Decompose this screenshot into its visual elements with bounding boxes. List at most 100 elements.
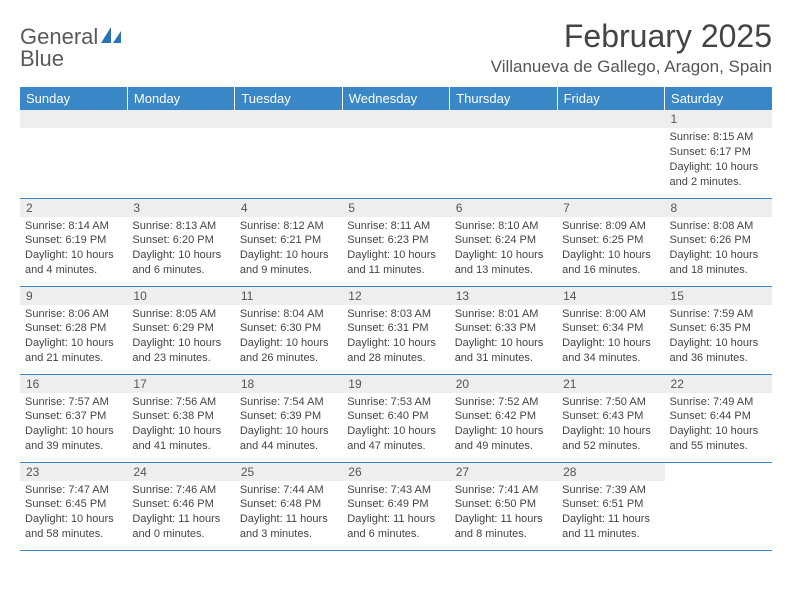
- daynum: 4: [235, 199, 342, 217]
- daynum: 3: [127, 199, 234, 217]
- day-details: Sunrise: 7:54 AMSunset: 6:39 PMDaylight:…: [235, 393, 342, 458]
- calendar-cell: [342, 110, 449, 198]
- daynum: 13: [450, 287, 557, 305]
- calendar-cell: 25Sunrise: 7:44 AMSunset: 6:48 PMDayligh…: [235, 462, 342, 550]
- daynum: 7: [557, 199, 664, 217]
- calendar-cell: 23Sunrise: 7:47 AMSunset: 6:45 PMDayligh…: [20, 462, 127, 550]
- calendar-cell: [20, 110, 127, 198]
- day-details: Sunrise: 7:41 AMSunset: 6:50 PMDaylight:…: [450, 481, 557, 546]
- calendar-cell: 13Sunrise: 8:01 AMSunset: 6:33 PMDayligh…: [450, 286, 557, 374]
- daynum-empty: [342, 110, 449, 128]
- calendar-cell: 20Sunrise: 7:52 AMSunset: 6:42 PMDayligh…: [450, 374, 557, 462]
- calendar-cell: 18Sunrise: 7:54 AMSunset: 6:39 PMDayligh…: [235, 374, 342, 462]
- calendar-cell: 17Sunrise: 7:56 AMSunset: 6:38 PMDayligh…: [127, 374, 234, 462]
- calendar-cell: 7Sunrise: 8:09 AMSunset: 6:25 PMDaylight…: [557, 198, 664, 286]
- calendar-cell: 6Sunrise: 8:10 AMSunset: 6:24 PMDaylight…: [450, 198, 557, 286]
- weekday-header: Thursday: [450, 87, 557, 110]
- calendar-cell: 15Sunrise: 7:59 AMSunset: 6:35 PMDayligh…: [665, 286, 772, 374]
- daynum-empty: [127, 110, 234, 128]
- calendar-cell: 8Sunrise: 8:08 AMSunset: 6:26 PMDaylight…: [665, 198, 772, 286]
- calendar-cell: [127, 110, 234, 198]
- calendar-cell: 10Sunrise: 8:05 AMSunset: 6:29 PMDayligh…: [127, 286, 234, 374]
- calendar-table: SundayMondayTuesdayWednesdayThursdayFrid…: [20, 87, 772, 551]
- day-details: Sunrise: 7:53 AMSunset: 6:40 PMDaylight:…: [342, 393, 449, 458]
- calendar-cell: [450, 110, 557, 198]
- weekday-header: Tuesday: [235, 87, 342, 110]
- day-details: Sunrise: 7:50 AMSunset: 6:43 PMDaylight:…: [557, 393, 664, 458]
- day-details: Sunrise: 8:04 AMSunset: 6:30 PMDaylight:…: [235, 305, 342, 370]
- daynum: 9: [20, 287, 127, 305]
- daynum: 15: [665, 287, 772, 305]
- day-details: Sunrise: 7:57 AMSunset: 6:37 PMDaylight:…: [20, 393, 127, 458]
- calendar-cell: [557, 110, 664, 198]
- day-details: Sunrise: 8:00 AMSunset: 6:34 PMDaylight:…: [557, 305, 664, 370]
- daynum: 23: [20, 463, 127, 481]
- day-details: Sunrise: 8:03 AMSunset: 6:31 PMDaylight:…: [342, 305, 449, 370]
- day-details: Sunrise: 7:46 AMSunset: 6:46 PMDaylight:…: [127, 481, 234, 546]
- daynum-empty: [450, 110, 557, 128]
- daynum: 19: [342, 375, 449, 393]
- weekday-header: Sunday: [20, 87, 127, 110]
- daynum: 6: [450, 199, 557, 217]
- daynum-empty: [235, 110, 342, 128]
- calendar-cell: 19Sunrise: 7:53 AMSunset: 6:40 PMDayligh…: [342, 374, 449, 462]
- daynum-empty: [557, 110, 664, 128]
- calendar-cell: [235, 110, 342, 198]
- logo-line2: Blue: [20, 46, 64, 72]
- month-title: February 2025: [491, 18, 772, 55]
- daynum: 11: [235, 287, 342, 305]
- daynum: 16: [20, 375, 127, 393]
- day-details: Sunrise: 8:06 AMSunset: 6:28 PMDaylight:…: [20, 305, 127, 370]
- daynum: 5: [342, 199, 449, 217]
- calendar-cell: 2Sunrise: 8:14 AMSunset: 6:19 PMDaylight…: [20, 198, 127, 286]
- calendar-cell: 26Sunrise: 7:43 AMSunset: 6:49 PMDayligh…: [342, 462, 449, 550]
- daynum: 24: [127, 463, 234, 481]
- calendar-cell: 16Sunrise: 7:57 AMSunset: 6:37 PMDayligh…: [20, 374, 127, 462]
- day-details: Sunrise: 8:10 AMSunset: 6:24 PMDaylight:…: [450, 217, 557, 282]
- daynum-empty: [20, 110, 127, 128]
- day-details: Sunrise: 7:39 AMSunset: 6:51 PMDaylight:…: [557, 481, 664, 546]
- calendar-cell: [665, 462, 772, 550]
- day-details: Sunrise: 7:49 AMSunset: 6:44 PMDaylight:…: [665, 393, 772, 458]
- day-details: Sunrise: 8:15 AMSunset: 6:17 PMDaylight:…: [665, 128, 772, 193]
- daynum: 22: [665, 375, 772, 393]
- daynum: 28: [557, 463, 664, 481]
- daynum: 14: [557, 287, 664, 305]
- weekday-header: Friday: [557, 87, 664, 110]
- daynum: 1: [665, 110, 772, 128]
- daynum: 17: [127, 375, 234, 393]
- day-details: Sunrise: 8:12 AMSunset: 6:21 PMDaylight:…: [235, 217, 342, 282]
- daynum: 27: [450, 463, 557, 481]
- calendar-cell: 5Sunrise: 8:11 AMSunset: 6:23 PMDaylight…: [342, 198, 449, 286]
- day-details: Sunrise: 8:13 AMSunset: 6:20 PMDaylight:…: [127, 217, 234, 282]
- day-details: Sunrise: 7:44 AMSunset: 6:48 PMDaylight:…: [235, 481, 342, 546]
- daynum: 25: [235, 463, 342, 481]
- calendar-cell: 4Sunrise: 8:12 AMSunset: 6:21 PMDaylight…: [235, 198, 342, 286]
- day-details: Sunrise: 7:59 AMSunset: 6:35 PMDaylight:…: [665, 305, 772, 370]
- day-details: Sunrise: 8:05 AMSunset: 6:29 PMDaylight:…: [127, 305, 234, 370]
- logo-text-blue: Blue: [20, 46, 64, 71]
- daynum: 21: [557, 375, 664, 393]
- title-block: February 2025 Villanueva de Gallego, Ara…: [491, 18, 772, 77]
- calendar-cell: 12Sunrise: 8:03 AMSunset: 6:31 PMDayligh…: [342, 286, 449, 374]
- calendar-cell: 24Sunrise: 7:46 AMSunset: 6:46 PMDayligh…: [127, 462, 234, 550]
- daynum: 12: [342, 287, 449, 305]
- daynum: 2: [20, 199, 127, 217]
- daynum: 20: [450, 375, 557, 393]
- day-details: Sunrise: 8:14 AMSunset: 6:19 PMDaylight:…: [20, 217, 127, 282]
- weekday-header: Monday: [127, 87, 234, 110]
- calendar-cell: 22Sunrise: 7:49 AMSunset: 6:44 PMDayligh…: [665, 374, 772, 462]
- daynum: 18: [235, 375, 342, 393]
- daynum: 26: [342, 463, 449, 481]
- calendar-cell: 9Sunrise: 8:06 AMSunset: 6:28 PMDaylight…: [20, 286, 127, 374]
- calendar-cell: 28Sunrise: 7:39 AMSunset: 6:51 PMDayligh…: [557, 462, 664, 550]
- day-details: Sunrise: 8:11 AMSunset: 6:23 PMDaylight:…: [342, 217, 449, 282]
- daynum: 10: [127, 287, 234, 305]
- day-details: Sunrise: 7:43 AMSunset: 6:49 PMDaylight:…: [342, 481, 449, 546]
- day-details: Sunrise: 8:08 AMSunset: 6:26 PMDaylight:…: [665, 217, 772, 282]
- header: General February 2025 Villanueva de Gall…: [20, 18, 772, 77]
- day-details: Sunrise: 7:47 AMSunset: 6:45 PMDaylight:…: [20, 481, 127, 546]
- calendar-cell: 11Sunrise: 8:04 AMSunset: 6:30 PMDayligh…: [235, 286, 342, 374]
- weekday-header: Saturday: [665, 87, 772, 110]
- calendar-cell: 27Sunrise: 7:41 AMSunset: 6:50 PMDayligh…: [450, 462, 557, 550]
